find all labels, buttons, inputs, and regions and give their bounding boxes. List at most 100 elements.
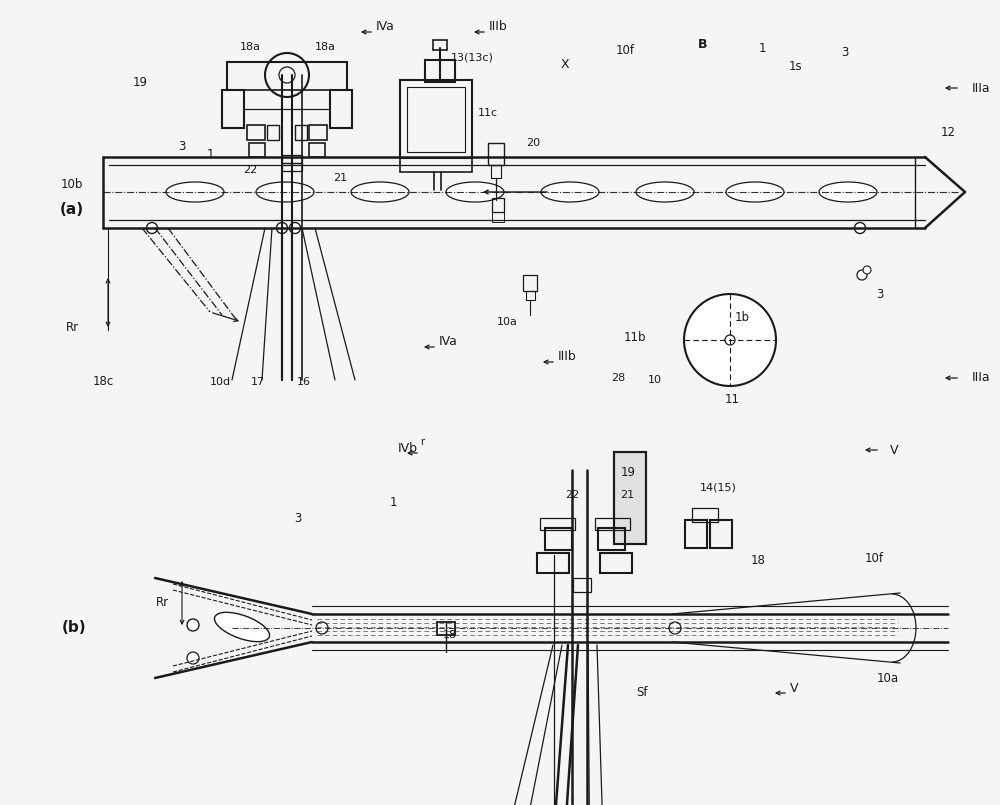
Circle shape — [854, 222, 866, 233]
Bar — [247, 125, 265, 140]
Circle shape — [684, 294, 776, 386]
Bar — [437, 622, 455, 635]
Circle shape — [187, 619, 199, 631]
Text: IIIb: IIIb — [558, 350, 576, 364]
Bar — [600, 553, 632, 573]
Bar — [400, 80, 472, 158]
Text: 10d: 10d — [209, 377, 231, 387]
Text: Rr: Rr — [65, 321, 79, 335]
Text: 14(15): 14(15) — [700, 483, 736, 493]
Bar — [598, 528, 625, 550]
Text: 18: 18 — [443, 630, 457, 640]
Text: 11: 11 — [724, 394, 740, 407]
Text: 19: 19 — [620, 467, 636, 480]
Bar — [692, 508, 718, 522]
Bar — [249, 143, 265, 157]
Bar — [540, 518, 575, 530]
Circle shape — [316, 622, 328, 634]
Text: 3: 3 — [876, 288, 884, 302]
Bar — [309, 125, 327, 140]
Text: IVa: IVa — [376, 20, 394, 34]
Text: Sf: Sf — [636, 687, 648, 700]
Text: Rr: Rr — [155, 597, 169, 609]
Bar — [492, 198, 504, 212]
Bar — [433, 40, 447, 50]
Text: (b): (b) — [62, 621, 87, 635]
Text: 16: 16 — [297, 377, 311, 387]
Text: V: V — [790, 682, 798, 695]
Text: B: B — [698, 39, 708, 52]
Bar — [309, 143, 325, 157]
Bar — [526, 291, 535, 300]
Bar — [491, 165, 501, 178]
Text: 10f: 10f — [864, 551, 884, 564]
Text: 18: 18 — [751, 554, 765, 567]
Text: IIIa: IIIa — [972, 371, 991, 385]
Text: IVb: IVb — [398, 441, 418, 455]
Text: X: X — [561, 59, 569, 72]
Text: 13(13c): 13(13c) — [451, 52, 493, 62]
Ellipse shape — [819, 182, 877, 202]
Bar — [488, 143, 504, 165]
Bar — [407, 87, 465, 152]
Text: 1b: 1b — [734, 312, 750, 324]
Circle shape — [146, 222, 158, 233]
Text: 10b: 10b — [61, 179, 83, 192]
Text: (a): (a) — [60, 203, 84, 217]
Text: 21: 21 — [333, 173, 347, 183]
Text: IIIa: IIIa — [972, 81, 991, 94]
Bar — [425, 60, 455, 82]
Bar — [282, 163, 302, 171]
Circle shape — [276, 222, 288, 233]
Circle shape — [187, 652, 199, 664]
Ellipse shape — [166, 182, 224, 202]
Bar — [545, 528, 572, 550]
Bar — [573, 578, 591, 592]
Ellipse shape — [351, 182, 409, 202]
Bar — [400, 158, 472, 172]
Bar — [282, 155, 302, 163]
Bar — [537, 553, 569, 573]
Circle shape — [863, 266, 871, 274]
Ellipse shape — [636, 182, 694, 202]
Text: 18c: 18c — [92, 375, 114, 389]
Text: 3: 3 — [178, 141, 186, 154]
Ellipse shape — [446, 182, 504, 202]
Text: 3: 3 — [841, 46, 849, 59]
Text: 12: 12 — [940, 126, 956, 139]
Text: IIIb: IIIb — [489, 20, 507, 34]
Text: 28: 28 — [611, 373, 625, 383]
Text: 21: 21 — [620, 490, 634, 500]
Text: 19: 19 — [132, 76, 148, 89]
Text: 1s: 1s — [788, 60, 802, 73]
Text: 11c: 11c — [478, 108, 498, 118]
Text: 18a: 18a — [240, 42, 260, 52]
Ellipse shape — [541, 182, 599, 202]
Text: 1: 1 — [758, 42, 766, 55]
Text: V: V — [890, 444, 898, 456]
Circle shape — [669, 622, 681, 634]
Bar — [595, 518, 630, 530]
Text: 22: 22 — [565, 490, 579, 500]
Text: 22: 22 — [243, 165, 257, 175]
Ellipse shape — [256, 182, 314, 202]
Text: 1: 1 — [389, 496, 397, 509]
Bar — [295, 125, 307, 140]
Text: r: r — [420, 437, 424, 447]
Text: 3: 3 — [294, 511, 302, 525]
Bar — [614, 452, 646, 544]
Bar — [267, 125, 279, 140]
Text: 10a: 10a — [877, 671, 899, 684]
Ellipse shape — [726, 182, 784, 202]
Text: 10f: 10f — [616, 43, 635, 56]
Circle shape — [290, 222, 300, 233]
Bar — [614, 452, 646, 544]
Text: 17: 17 — [251, 377, 265, 387]
Text: 10a: 10a — [497, 317, 517, 327]
Bar — [330, 90, 352, 128]
Circle shape — [857, 270, 867, 280]
Text: IVa: IVa — [439, 336, 457, 349]
Text: 1: 1 — [206, 148, 214, 162]
Text: 18a: 18a — [314, 42, 336, 52]
Bar — [710, 520, 732, 548]
